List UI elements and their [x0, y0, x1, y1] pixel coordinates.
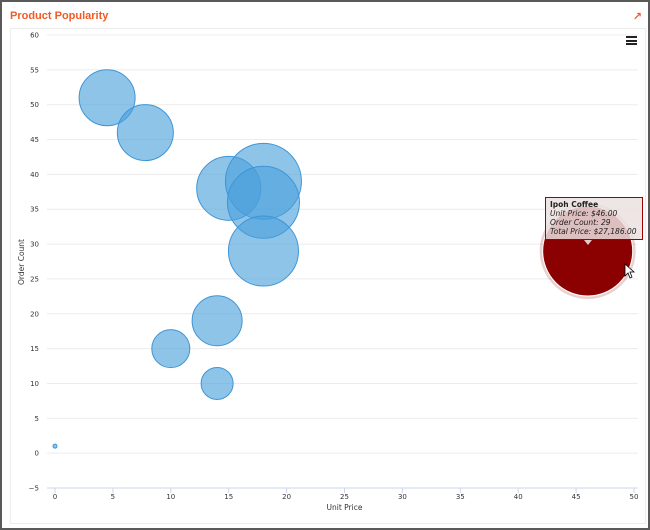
mouse-cursor-icon	[624, 263, 636, 279]
y-tick-label: 40	[30, 171, 39, 179]
y-axis-title: Order Count	[17, 239, 26, 285]
bubble[interactable]	[78, 69, 136, 127]
y-tick-label: −5	[29, 485, 39, 493]
tooltip-name: Ipoh Coffee	[550, 200, 599, 209]
bubble[interactable]	[200, 366, 234, 400]
y-tick-label: 15	[30, 345, 39, 353]
panel-title: Product Popularity	[10, 10, 109, 22]
bubble[interactable]	[52, 443, 58, 449]
y-tick-label: 5	[35, 415, 39, 423]
y-tick-label: 50	[30, 101, 39, 109]
bubble[interactable]	[191, 295, 243, 347]
chart-area	[10, 28, 646, 524]
bubble[interactable]	[151, 329, 191, 369]
x-tick-label: 20	[282, 493, 291, 501]
x-tick-label: 0	[53, 493, 57, 501]
y-tick-label: 0	[35, 450, 39, 458]
x-tick-label: 40	[514, 493, 523, 501]
y-tick-label: 35	[30, 206, 39, 214]
y-tick-label: 20	[30, 310, 39, 318]
x-tick-label: 5	[111, 493, 115, 501]
x-tick-label: 25	[340, 493, 349, 501]
x-tick-label: 45	[572, 493, 581, 501]
x-tick-label: 35	[456, 493, 465, 501]
tooltip-pointer	[584, 240, 592, 245]
tooltip-total-price: Total Price: $27,186.00	[550, 227, 637, 236]
y-tick-label: 25	[30, 275, 39, 283]
y-tick-label: 60	[30, 32, 39, 40]
x-tick-label: 10	[166, 493, 175, 501]
x-tick-label: 15	[224, 493, 233, 501]
tooltip-order-count: Order Count: 29	[550, 218, 611, 227]
x-axis-title: Unit Price	[327, 503, 363, 512]
bubble[interactable]	[116, 104, 174, 162]
tooltip: Ipoh Coffee Unit Price: $46.00 Order Cou…	[545, 197, 643, 240]
y-tick-label: 55	[30, 66, 39, 74]
y-tick-label: 10	[30, 380, 39, 388]
hamburger-menu-icon[interactable]	[626, 36, 637, 45]
y-tick-label: 45	[30, 136, 39, 144]
bubble[interactable]	[227, 215, 299, 287]
expand-icon[interactable]: ↗	[632, 11, 642, 23]
y-tick-label: 30	[30, 241, 39, 249]
x-tick-label: 30	[398, 493, 407, 501]
tooltip-unit-price: Unit Price: $46.00	[550, 209, 618, 218]
x-tick-label: 50	[630, 493, 639, 501]
